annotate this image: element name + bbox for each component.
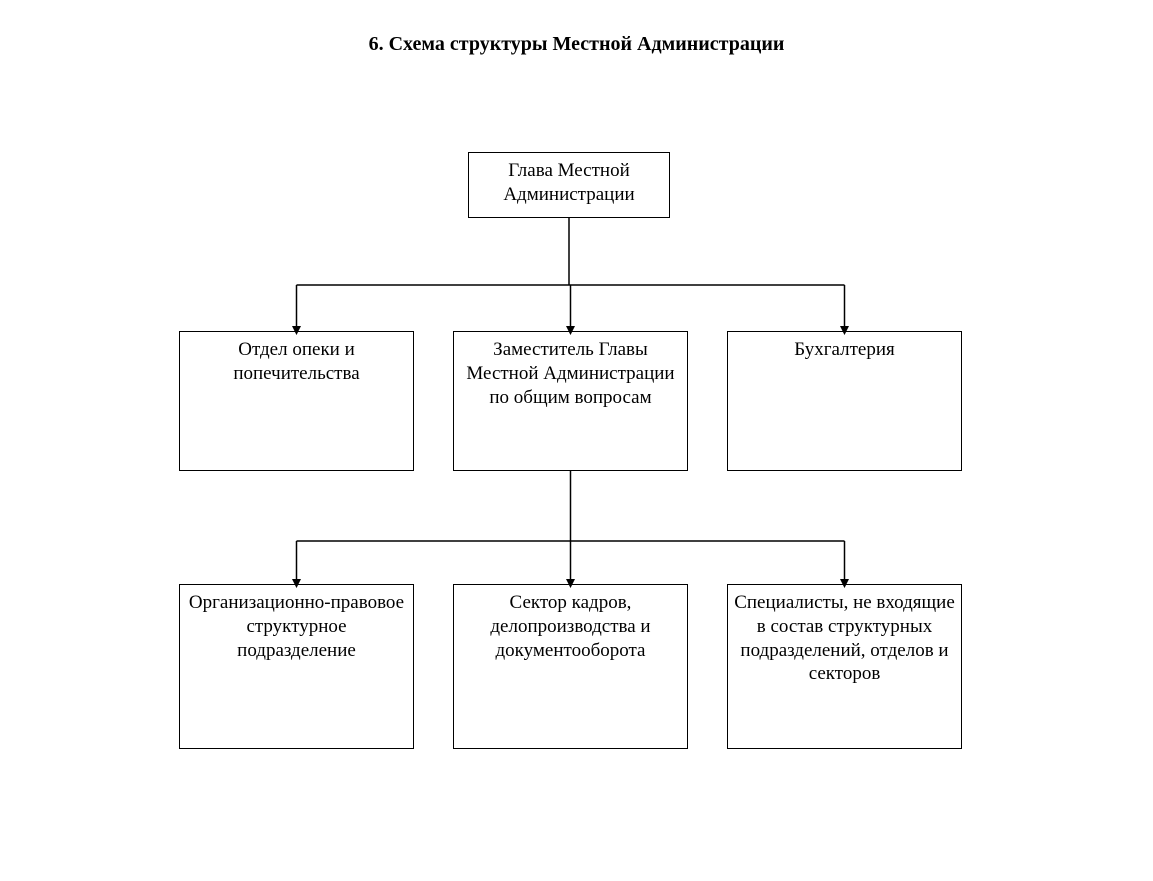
node-head: Глава Местной Администрации xyxy=(468,152,670,218)
node-dept_custody: Отдел опеки и попечительства xyxy=(179,331,414,471)
node-label: Сектор кадров, делопроизводства и докуме… xyxy=(460,591,681,662)
node-label: Глава Местной Администрации xyxy=(475,159,663,207)
node-accounting: Бухгалтерия xyxy=(727,331,962,471)
node-label: Специалисты, не входящие в состав структ… xyxy=(734,591,955,686)
node-label: Заместитель Главы Местной Администрации … xyxy=(460,338,681,409)
node-label: Организационно-правовое структурное подр… xyxy=(186,591,407,662)
node-specialists: Специалисты, не входящие в состав структ… xyxy=(727,584,962,749)
page-title: 6. Схема структуры Местной Администрации xyxy=(0,33,1153,56)
node-deputy: Заместитель Главы Местной Администрации … xyxy=(453,331,688,471)
node-label: Бухгалтерия xyxy=(794,338,894,362)
node-label: Отдел опеки и попечительства xyxy=(186,338,407,386)
node-org_legal: Организационно-правовое структурное подр… xyxy=(179,584,414,749)
node-hr_sector: Сектор кадров, делопроизводства и докуме… xyxy=(453,584,688,749)
